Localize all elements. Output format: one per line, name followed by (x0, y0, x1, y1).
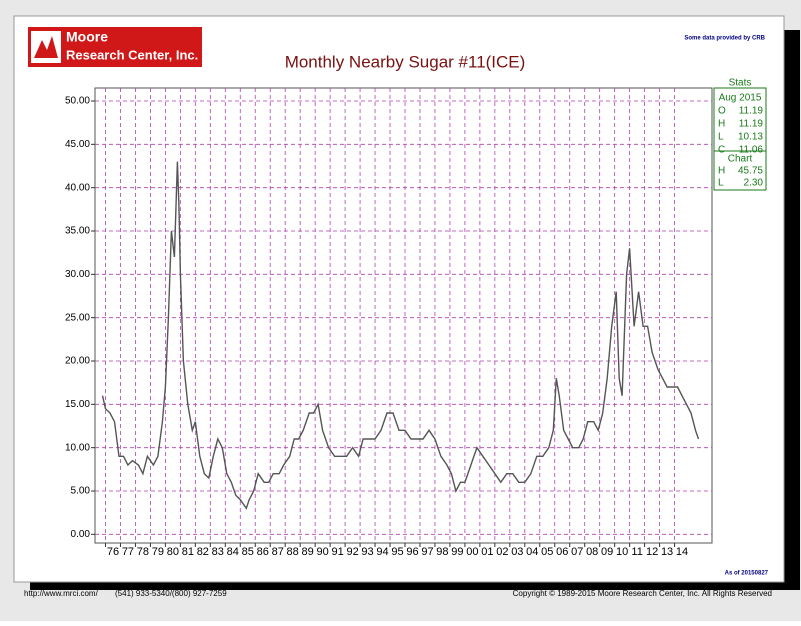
x-tick-label: 79 (152, 546, 164, 558)
y-tick-label: 45.00 (65, 139, 90, 150)
x-tick-label: 77 (122, 546, 134, 558)
x-tick-label: 91 (331, 546, 343, 558)
x-tick-label: 82 (197, 546, 209, 558)
x-tick-label: 03 (511, 546, 523, 558)
x-tick-label: 99 (451, 546, 463, 558)
x-tick-label: 12 (646, 546, 658, 558)
x-tick-label: 81 (182, 546, 194, 558)
stats-key: C (718, 145, 725, 156)
chart-title: Monthly Nearby Sugar #11(ICE) (285, 52, 526, 71)
x-tick-label: 78 (137, 546, 149, 558)
x-tick-label: 84 (227, 546, 239, 558)
stats-month: Aug 2015 (719, 93, 762, 104)
x-tick-label: 94 (376, 546, 388, 558)
source-note: Some data provided by CRB (684, 36, 765, 42)
stats-value: 11.19 (739, 106, 764, 117)
as-of: As of 20150827 (725, 571, 769, 577)
stats-box (713, 87, 767, 191)
stats-value: 2.30 (744, 178, 764, 189)
x-tick-label: 89 (302, 546, 314, 558)
stats-key: H (718, 166, 725, 177)
x-tick-label: 85 (242, 546, 254, 558)
stats-value: 11.19 (739, 119, 764, 130)
y-tick-label: 25.00 (65, 312, 90, 323)
x-tick-label: 80 (167, 546, 179, 558)
x-tick-label: 96 (406, 546, 418, 558)
x-tick-label: 02 (496, 546, 508, 558)
stats-key: L (718, 178, 724, 189)
stats-value: 10.13 (738, 132, 763, 143)
x-tick-label: 95 (391, 546, 403, 558)
x-tick-label: 14 (676, 546, 688, 558)
x-tick-label: 10 (616, 546, 628, 558)
x-tick-label: 86 (257, 546, 269, 558)
footer-url: http://www.mrci.com/ (24, 589, 99, 598)
x-tick-label: 76 (107, 546, 119, 558)
y-tick-label: 15.00 (65, 399, 90, 410)
stats-title: Stats (729, 78, 752, 89)
x-tick-label: 05 (541, 546, 553, 558)
logo-icon (34, 36, 58, 58)
x-tick-label: 04 (526, 546, 538, 558)
x-tick-label: 00 (466, 546, 478, 558)
y-tick-label: 20.00 (65, 356, 90, 367)
x-tick-label: 88 (287, 546, 299, 558)
y-tick-label: 0.00 (71, 529, 91, 540)
x-tick-label: 93 (361, 546, 373, 558)
x-tick-label: 11 (631, 546, 642, 558)
y-tick-label: 40.00 (65, 182, 90, 193)
y-tick-label: 10.00 (65, 442, 90, 453)
x-tick-label: 98 (436, 546, 448, 558)
logo-text: Moore (66, 29, 108, 45)
x-tick-label: 06 (556, 546, 568, 558)
x-tick-label: 01 (481, 546, 493, 558)
logo-text: Research Center, Inc. (66, 47, 198, 62)
x-tick-label: 13 (661, 546, 673, 558)
stats-key: O (718, 106, 726, 117)
y-tick-label: 35.00 (65, 226, 90, 237)
x-tick-label: 07 (571, 546, 583, 558)
x-tick-label: 09 (601, 546, 613, 558)
y-tick-label: 5.00 (71, 486, 91, 497)
plot-area (94, 87, 713, 544)
x-tick-label: 92 (346, 546, 358, 558)
footer-copyright: Copyright © 1989-2015 Moore Research Cen… (513, 589, 772, 598)
stats-chart-title: Chart (728, 154, 753, 165)
price-line (101, 161, 700, 510)
stats-value: 45.75 (738, 166, 763, 177)
stats-key: L (718, 132, 724, 143)
x-tick-label: 87 (272, 546, 284, 558)
x-tick-label: 90 (317, 546, 329, 558)
y-tick-label: 30.00 (65, 269, 90, 280)
y-tick-label: 50.00 (65, 96, 90, 107)
logo-mark (31, 31, 61, 63)
stats-value: 11.06 (739, 145, 764, 156)
x-tick-label: 97 (421, 546, 433, 558)
footer-phone: (541) 933-5340/(800) 927-7259 (115, 589, 227, 598)
x-tick-label: 08 (586, 546, 598, 558)
stats-key: H (718, 119, 725, 130)
x-tick-label: 83 (212, 546, 224, 558)
